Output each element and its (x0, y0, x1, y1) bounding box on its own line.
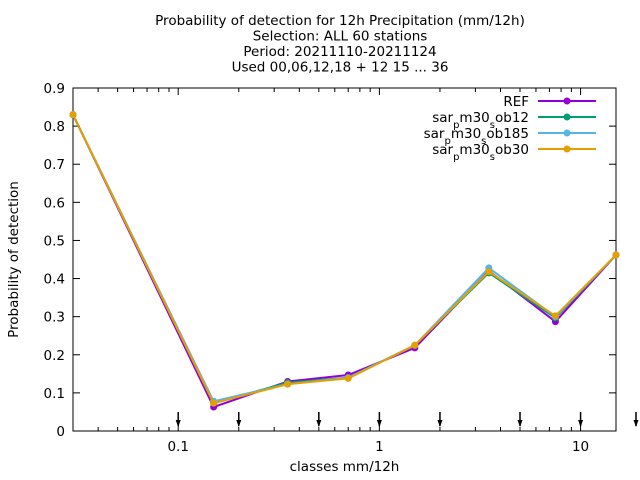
y-tick-label: 0.7 (44, 157, 65, 173)
series-line (72, 114, 617, 409)
legend-swatch-marker (563, 129, 571, 137)
class-marker-head (633, 420, 639, 427)
data-point (411, 341, 419, 349)
series-REF (69, 111, 620, 411)
legend-entry: sarpm30sob185 (424, 126, 596, 147)
series-sar_pm30_sob185 (69, 111, 620, 405)
title-line: Period: 20211110-20211124 (243, 44, 436, 60)
x-axis-label: classes mm/12h (290, 459, 400, 475)
legend-entry: sarpm30sob12 (432, 110, 596, 131)
y-tick-label: 0.8 (44, 119, 65, 135)
legend-label: sarpm30sob12 (432, 110, 529, 131)
y-tick-label: 0.9 (44, 81, 65, 97)
y-tick-label: 0.3 (44, 310, 65, 326)
series-line (72, 114, 617, 405)
legend-swatch-marker (563, 145, 571, 153)
y-tick-label: 0.2 (44, 348, 65, 364)
legend-label: REF (503, 94, 529, 110)
data-point (612, 251, 620, 259)
y-tick-label: 0.5 (44, 233, 65, 249)
class-boundary-marker (236, 412, 242, 427)
y-tick-label: 0.1 (44, 386, 65, 402)
class-marker-head (437, 420, 443, 427)
class-marker-head (316, 420, 322, 427)
series-sar_pm30_sob12 (69, 111, 620, 407)
title-line: Probability of detection for 12h Precipi… (155, 13, 525, 29)
series-group (69, 111, 620, 411)
chart-title: Probability of detection for 12h Precipi… (155, 13, 525, 76)
class-markers (175, 412, 639, 427)
class-boundary-marker (517, 412, 523, 427)
y-tick-label: 0.6 (44, 195, 65, 211)
class-marker-head (236, 420, 242, 427)
legend-entry: REF (503, 94, 596, 110)
class-boundary-marker (376, 412, 382, 427)
x-tick-label: 1 (375, 439, 384, 455)
legend-label: sarpm30sob30 (432, 142, 529, 163)
data-point (210, 399, 218, 407)
title-line: Used 00,06,12,18 + 12 15 ... 36 (232, 60, 449, 76)
y-tick-label: 0 (56, 424, 65, 440)
class-boundary-marker (316, 412, 322, 427)
y-axis-label: Probability of detection (6, 181, 22, 338)
class-boundary-marker (578, 412, 584, 427)
class-marker-head (517, 420, 523, 427)
series-line (72, 114, 617, 403)
x-tick-label: 10 (572, 439, 589, 455)
plot-border (72, 87, 617, 432)
legend-entry: sarpm30sob30 (432, 142, 596, 163)
data-point (551, 312, 559, 320)
class-boundary-marker (175, 412, 181, 427)
legend-label: sarpm30sob185 (424, 126, 529, 147)
legend-swatch-marker (563, 113, 571, 121)
series-sar_pm30_sob30 (69, 111, 620, 407)
class-marker-head (175, 420, 181, 427)
data-point (284, 380, 292, 388)
data-point (485, 268, 493, 276)
x-tick-label: 0.1 (167, 439, 188, 455)
y-tick-label: 0.4 (44, 272, 65, 288)
axes: 0 0.1 0.2 0.3 0.4 0.5 0.6 0.7 0.8 0.9 0.1 1 10 classe… (6, 81, 617, 475)
class-marker-head (578, 420, 584, 427)
data-point (69, 111, 77, 119)
data-point (344, 374, 352, 382)
class-marker-head (376, 420, 382, 427)
title-line: Selection: ALL 60 stations (253, 29, 428, 45)
class-boundary-marker (437, 412, 443, 427)
series-line (72, 114, 617, 405)
class-boundary-marker (633, 412, 639, 427)
legend-swatch-marker (563, 97, 571, 105)
